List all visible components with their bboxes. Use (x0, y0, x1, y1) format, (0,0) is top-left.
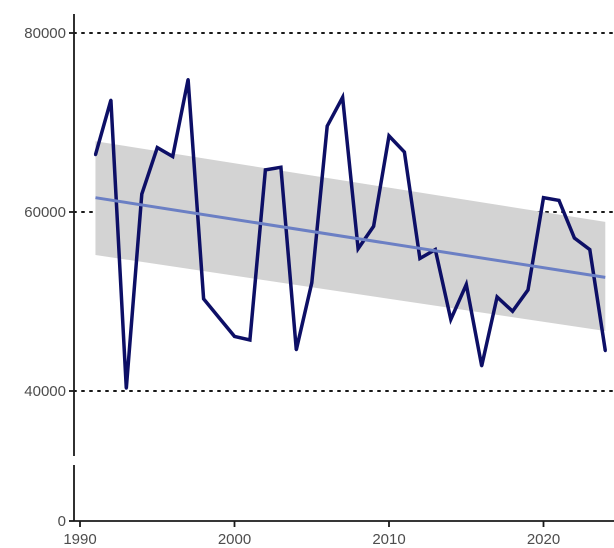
data-point-2019 (526, 288, 530, 292)
data-point-2011 (402, 150, 406, 154)
data-point-2004 (294, 348, 298, 352)
trend-layer (95, 196, 606, 279)
data-point-1995 (155, 146, 159, 150)
data-point-2002 (263, 168, 267, 172)
data-point-2001 (248, 338, 252, 342)
data-point-2022 (572, 236, 576, 240)
data-point-2000 (233, 334, 236, 338)
data-point-2003 (279, 165, 283, 169)
data-point-2017 (495, 295, 499, 299)
data-point-1993 (124, 386, 128, 390)
y-tick-label-0: 0 (58, 513, 66, 530)
x-tick-label-2010: 2010 (372, 531, 405, 548)
data-point-2018 (511, 309, 515, 313)
data-point-2015 (464, 283, 468, 286)
x-tick-label-2020: 2020 (527, 531, 560, 548)
data-point-2005 (310, 281, 314, 285)
series-line-0 (93, 79, 608, 389)
x-tick-label-1990: 1990 (63, 531, 96, 548)
data-point-1994 (140, 192, 144, 196)
y-tick-label-40000: 40000 (24, 383, 66, 400)
data-point-1997 (186, 78, 190, 81)
trend-line (95, 196, 606, 279)
data-point-2012 (418, 257, 422, 260)
data-point-2023 (588, 248, 592, 252)
axes (73, 14, 614, 522)
data-point-2020 (542, 196, 545, 200)
data-point-2016 (480, 364, 484, 368)
data-point-1991 (94, 153, 97, 157)
data-point-2008 (356, 247, 360, 251)
data-point-2024 (603, 349, 607, 353)
data-point-1998 (202, 297, 206, 301)
series-layer (93, 78, 608, 390)
data-point-1992 (109, 98, 113, 102)
y-tick-label-80000: 80000 (24, 25, 66, 42)
data-point-2007 (341, 95, 345, 99)
data-point-2009 (372, 224, 376, 228)
data-point-2021 (557, 198, 561, 202)
data-point-2010 (387, 134, 391, 138)
y-tick-label-60000: 60000 (24, 204, 66, 221)
data-point-1999 (217, 316, 221, 320)
data-point-2006 (325, 124, 329, 128)
ticks: 0 40000 60000 80000 1990 2000 2010 2020 (24, 25, 560, 548)
data-point-1996 (171, 155, 175, 158)
x-tick-label-2000: 2000 (218, 531, 251, 548)
data-point-2014 (449, 317, 453, 321)
